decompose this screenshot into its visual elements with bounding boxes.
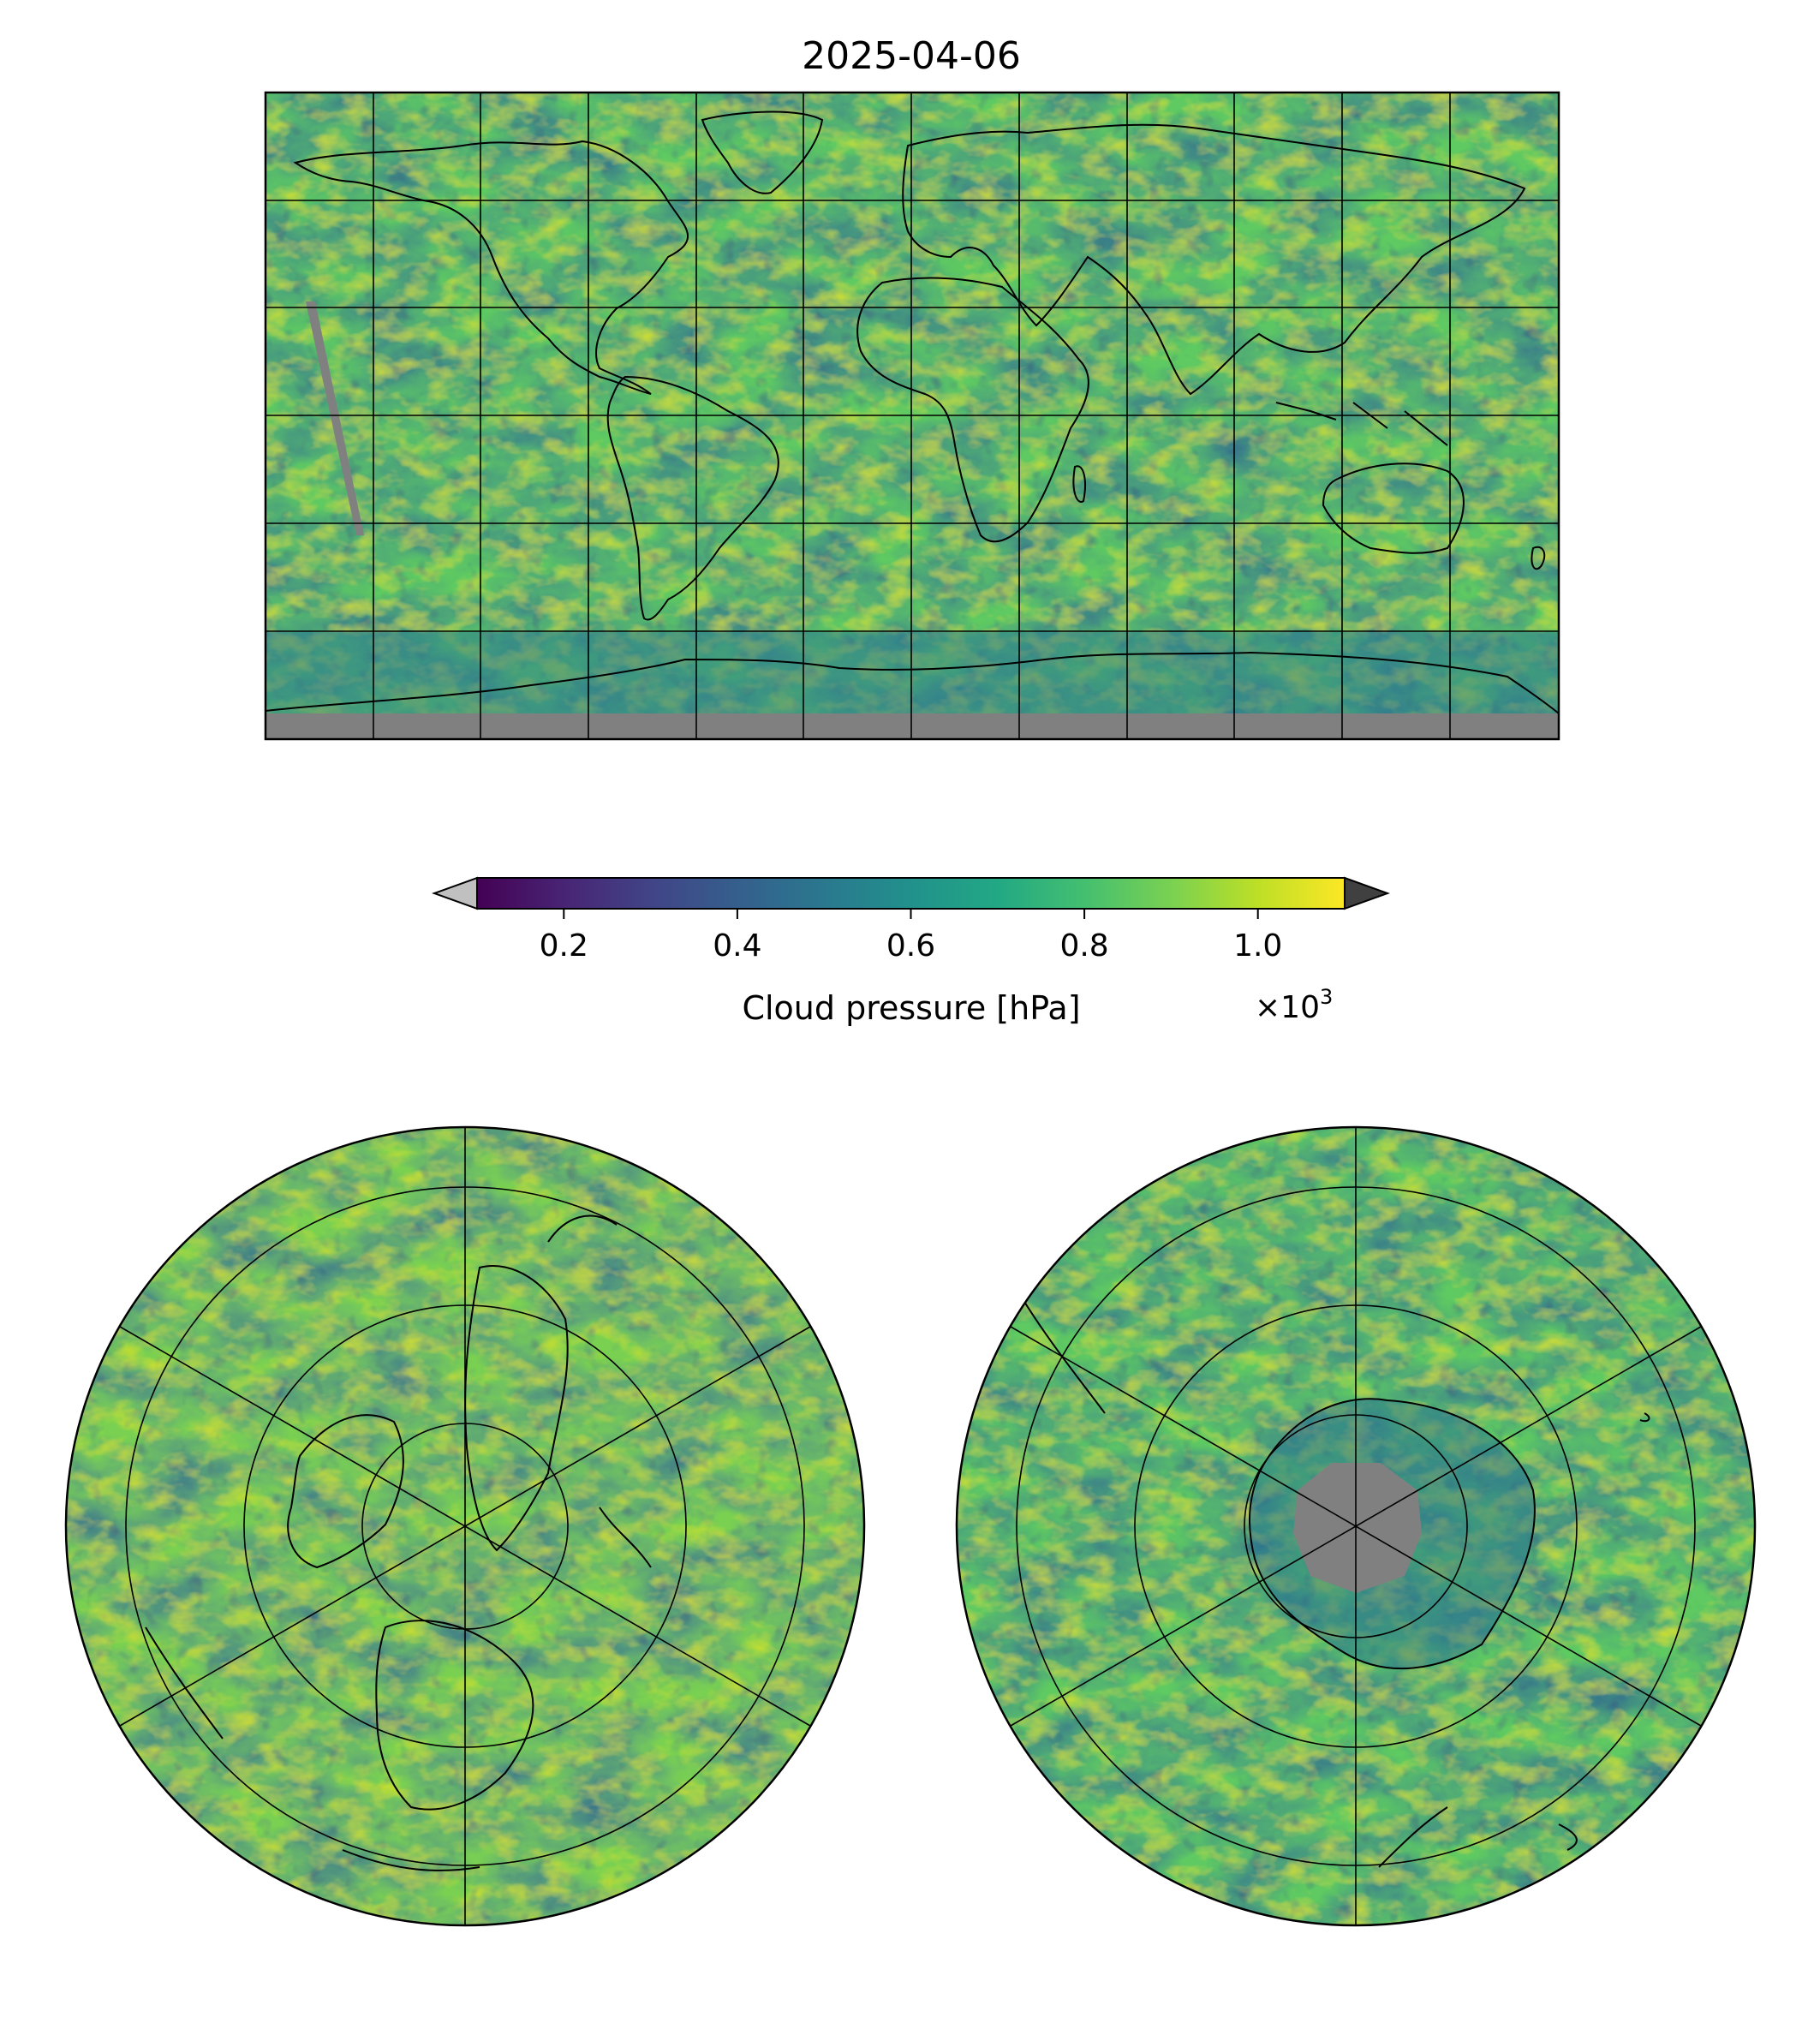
global-map-frame — [264, 91, 1560, 741]
colorbar-over-extension — [1344, 876, 1390, 910]
north-graticule — [119, 1127, 811, 1925]
graticule — [266, 92, 1559, 739]
colorbar-under-extension — [432, 876, 478, 910]
colorbar-tick-label: 1.0 — [1233, 928, 1282, 964]
colorbar-tick-label: 0.8 — [1059, 928, 1108, 964]
colorbar-multiplier-base: ×10 — [1255, 990, 1320, 1025]
missing-data-swath — [306, 301, 364, 535]
north-coastlines — [145, 1214, 652, 1871]
colorbar-multiplier: ×103 — [1255, 985, 1333, 1025]
south-polar-frame — [955, 1125, 1757, 1927]
colorbar-label: Cloud pressure [hPa] — [742, 989, 1080, 1027]
figure-title: 2025-04-06 — [802, 34, 1021, 78]
colorbar-gradient — [476, 877, 1346, 910]
global-map — [264, 91, 1560, 741]
south-polar-map — [955, 1125, 1757, 1927]
southern-band — [266, 632, 1559, 713]
colorbar-ticks: 0.2 0.4 0.6 0.8 1.0 — [540, 909, 1282, 964]
colorbar-tick-label: 0.4 — [713, 928, 761, 964]
south-graticule — [1010, 1127, 1702, 1925]
north-polar-frame — [64, 1125, 866, 1927]
colorbar-multiplier-exp: 3 — [1320, 985, 1333, 1009]
missing-data-antarctica — [266, 713, 1559, 739]
colorbar: 0.2 0.4 0.6 0.8 1.0 Cloud pressure [hPa] ×10… — [432, 876, 1390, 1027]
colorbar-tick-label: 0.6 — [886, 928, 935, 964]
colorbar-tick-label: 0.2 — [540, 928, 588, 964]
north-polar-map — [64, 1125, 866, 1927]
